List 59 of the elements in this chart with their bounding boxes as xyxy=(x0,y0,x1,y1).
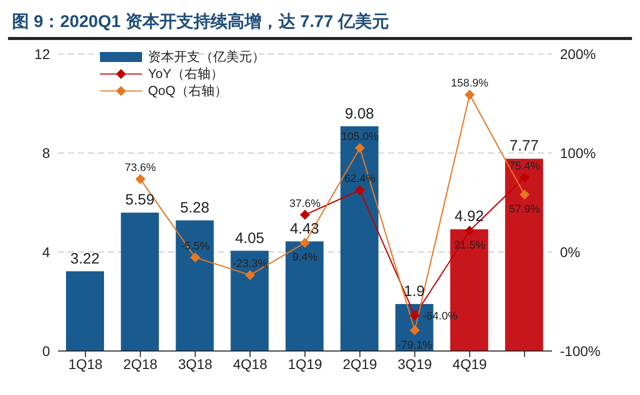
x-tick-label: 4Q18 xyxy=(232,356,268,372)
y2-tick-label: -100% xyxy=(560,342,600,359)
point xyxy=(410,310,420,320)
bar xyxy=(120,212,159,351)
y-tick-label: 4 xyxy=(42,244,50,260)
y2-tick-label: 0% xyxy=(560,244,580,260)
data-label: 21.5% xyxy=(454,240,486,252)
data-label: 3.22 xyxy=(70,250,100,268)
data-label: 5.59 xyxy=(125,192,154,209)
point xyxy=(464,226,475,236)
point xyxy=(520,190,530,200)
legend-label: 资本开支（亿美元） xyxy=(148,48,265,65)
data-label: 4.92 xyxy=(454,208,484,226)
x-tick-label: 2Q19 xyxy=(342,356,378,372)
y2-tick-label: 200% xyxy=(560,46,596,62)
chart-title: 图 9：2020Q1 资本开支持续高增，达 7.77 亿美元 xyxy=(8,8,632,40)
x-tick-label: 3Q19 xyxy=(398,356,432,372)
point xyxy=(300,210,310,220)
data-label: 158.9% xyxy=(451,78,489,90)
bar xyxy=(176,220,214,351)
data-label: 37.6% xyxy=(289,198,321,210)
point xyxy=(410,325,420,336)
point xyxy=(300,238,310,248)
data-label: 9.4% xyxy=(292,252,318,264)
point xyxy=(354,185,365,196)
data-label: 1.9 xyxy=(404,282,425,300)
bar xyxy=(66,271,104,351)
bar xyxy=(505,158,544,351)
y-tick-label: 12 xyxy=(34,46,50,62)
data-label: -64.0% xyxy=(422,310,458,322)
y-tick-label: 8 xyxy=(42,144,50,161)
data-label: 4.05 xyxy=(235,230,264,247)
point xyxy=(245,270,256,280)
data-label: 105.0% xyxy=(341,131,379,144)
point xyxy=(190,252,200,262)
x-tick-label: 1Q18 xyxy=(68,356,103,372)
legend-label: QoQ（右轴） xyxy=(148,82,228,99)
data-label: 73.6% xyxy=(124,162,156,174)
data-label: 9.08 xyxy=(344,105,374,122)
point xyxy=(354,143,365,154)
x-tick-label: 4Q19 xyxy=(452,356,488,372)
legend-label: YoY（右轴） xyxy=(148,65,224,82)
data-label: -23.3% xyxy=(232,258,268,270)
data-label: 5.28 xyxy=(180,199,210,216)
x-tick-label: 1Q19 xyxy=(288,356,322,372)
bar xyxy=(340,126,378,351)
data-label: 7.77 xyxy=(510,138,539,155)
data-label: 75.4% xyxy=(508,160,540,172)
x-tick-label: 3Q18 xyxy=(178,356,213,372)
point xyxy=(520,172,530,182)
bar xyxy=(230,250,269,351)
y2-tick-label: 100% xyxy=(560,144,596,161)
x-tick-label: 2Q18 xyxy=(123,356,158,372)
point xyxy=(464,90,475,100)
y-tick-label: 0 xyxy=(42,342,50,359)
point xyxy=(135,174,146,184)
data-label: 57.9% xyxy=(508,204,540,216)
bar xyxy=(286,241,324,351)
data-label: -79.1% xyxy=(397,339,432,352)
